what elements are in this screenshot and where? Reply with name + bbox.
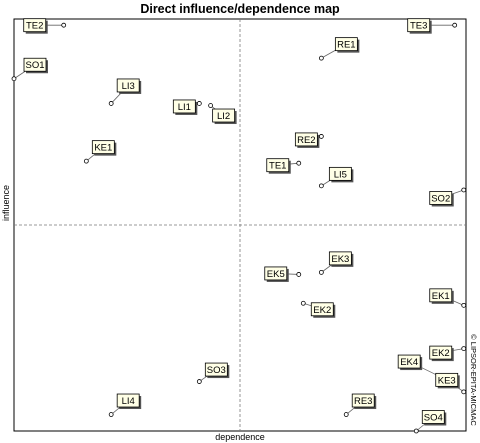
point-label-box xyxy=(23,57,47,72)
data-point: KE3 xyxy=(435,372,467,395)
point-label: EK3 xyxy=(331,254,349,265)
data-point: TE3 xyxy=(407,18,458,34)
point-marker xyxy=(296,272,302,277)
point-label: EK2 xyxy=(432,348,450,359)
point-label-box xyxy=(116,78,140,93)
point-marker xyxy=(452,22,458,28)
data-point: TE2 xyxy=(23,18,67,34)
point-label-box xyxy=(421,410,445,424)
point-marker xyxy=(11,76,17,82)
point-label-box xyxy=(266,158,290,173)
point-label-box xyxy=(435,372,459,387)
point-label: KE1 xyxy=(94,143,112,154)
data-point: EK3 xyxy=(318,251,354,275)
data-point: RE1 xyxy=(318,37,360,61)
point-label: EK1 xyxy=(432,291,450,302)
data-point: LI4 xyxy=(108,393,142,417)
point-marker xyxy=(196,379,202,384)
point-marker xyxy=(461,346,467,352)
data-point: KE1 xyxy=(83,140,117,164)
point-marker xyxy=(296,160,302,166)
point-label: LI3 xyxy=(122,81,135,92)
data-point: TE1 xyxy=(266,158,302,174)
point-label: RE2 xyxy=(297,135,315,146)
point-label-box xyxy=(264,266,288,281)
point-marker xyxy=(83,158,89,164)
point-marker xyxy=(61,22,67,28)
point-marker xyxy=(318,183,324,189)
data-point: SO2 xyxy=(429,187,467,207)
data-point: LI1 xyxy=(172,99,202,115)
point-marker xyxy=(318,55,324,61)
point-label-box xyxy=(91,140,115,155)
point-label-box xyxy=(23,18,47,33)
data-point: EK2 xyxy=(300,300,336,318)
data-point: SO1 xyxy=(11,57,48,82)
point-marker xyxy=(461,187,467,193)
point-label-box xyxy=(172,99,196,114)
point-label: LI5 xyxy=(334,169,347,180)
point-label-box xyxy=(407,18,431,33)
point-marker xyxy=(196,101,202,106)
data-points: TE2 TE3 RE1 SO1 LI3 LI1 LI2 RE2 KE1 TE1 LI5 SO2 EK3 E… xyxy=(11,18,467,434)
point-label: RE3 xyxy=(354,396,372,407)
data-point: EK1 xyxy=(429,288,467,308)
point-marker xyxy=(318,134,324,139)
point-label-box xyxy=(328,251,352,266)
point-label-box xyxy=(351,393,375,408)
point-label: LI4 xyxy=(122,396,135,407)
point-label-box xyxy=(429,288,453,303)
point-label: RE1 xyxy=(337,40,355,51)
point-label-box xyxy=(212,108,236,123)
point-marker xyxy=(413,428,419,434)
point-marker xyxy=(108,412,114,417)
point-label-box xyxy=(397,354,421,369)
data-point: LI5 xyxy=(318,166,354,189)
data-point: LI2 xyxy=(208,103,237,125)
data-point: EK5 xyxy=(264,266,302,282)
point-marker xyxy=(208,103,214,108)
data-point: EK2 xyxy=(429,345,467,362)
y-axis-label: influence xyxy=(1,185,11,221)
point-label: SO4 xyxy=(424,413,443,424)
point-label: EK5 xyxy=(267,269,285,280)
point-label-box xyxy=(294,132,318,147)
data-point: SO4 xyxy=(413,410,447,434)
point-label-box xyxy=(116,393,140,408)
point-label-box xyxy=(334,37,358,52)
point-label: LI1 xyxy=(178,102,191,113)
point-marker xyxy=(318,269,324,275)
point-label: SO3 xyxy=(207,365,226,376)
point-label: EK4 xyxy=(400,357,418,368)
point-marker xyxy=(108,101,114,106)
point-marker xyxy=(461,389,467,395)
point-label-box xyxy=(429,191,453,205)
point-label: TE3 xyxy=(410,21,427,32)
point-label: SO2 xyxy=(431,193,450,204)
copyright-watermark: © LIPSOR-EPITA-MICMAC xyxy=(469,334,478,426)
point-marker xyxy=(343,412,349,417)
point-label: KE3 xyxy=(438,375,456,386)
data-point: RE2 xyxy=(294,132,324,148)
point-label-box xyxy=(204,362,228,377)
data-point: LI3 xyxy=(108,78,142,106)
point-label: LI2 xyxy=(217,111,230,122)
data-point: SO3 xyxy=(196,362,230,384)
chart-title: Direct influence/dependence map xyxy=(140,2,340,16)
point-label-box xyxy=(429,345,453,360)
point-label-box xyxy=(310,302,334,317)
point-label: TE2 xyxy=(26,21,43,32)
point-label-box xyxy=(328,166,352,181)
x-axis-label: dependence xyxy=(215,432,265,442)
point-label: EK2 xyxy=(313,305,331,316)
point-label: TE1 xyxy=(269,161,286,172)
point-marker xyxy=(300,300,306,306)
point-label: SO1 xyxy=(25,60,44,71)
data-point: RE3 xyxy=(343,393,377,417)
point-marker xyxy=(461,302,467,308)
